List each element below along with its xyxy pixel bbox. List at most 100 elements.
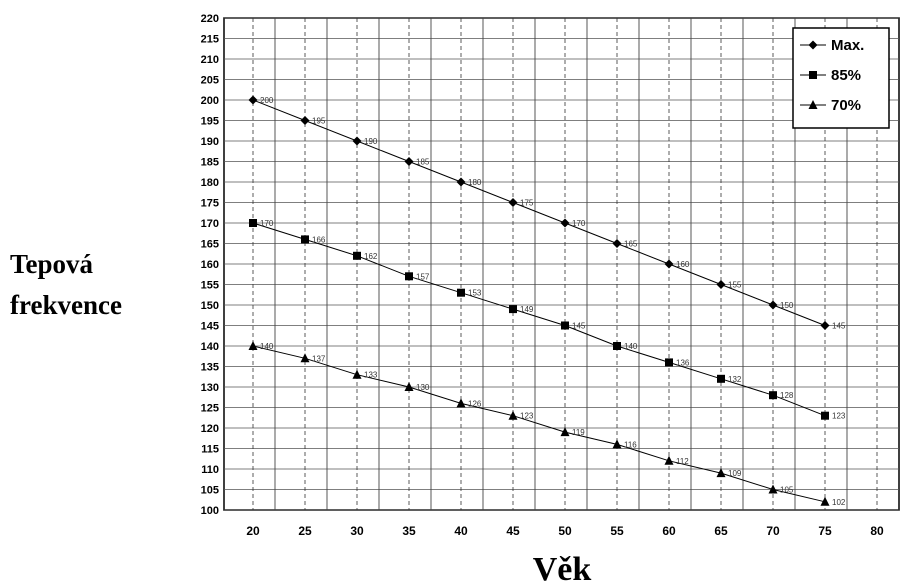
data-label: 140 xyxy=(624,342,638,351)
data-label: 157 xyxy=(416,272,430,281)
data-point xyxy=(664,455,674,465)
y-tick-label: 145 xyxy=(201,321,219,333)
legend-marker xyxy=(808,40,818,50)
data-label: 109 xyxy=(728,469,742,478)
data-point xyxy=(248,341,258,350)
data-label: 140 xyxy=(260,342,274,351)
y-tick-label: 190 xyxy=(201,136,219,148)
data-label: 132 xyxy=(728,375,742,384)
data-point xyxy=(301,235,309,244)
x-tick-label: 35 xyxy=(402,524,416,538)
y-tick-label: 130 xyxy=(201,382,219,394)
data-label: 153 xyxy=(468,289,482,298)
data-point xyxy=(352,136,362,146)
y-tick-label: 210 xyxy=(201,54,219,66)
y-tick-label: 160 xyxy=(201,259,219,271)
x-tick-label: 45 xyxy=(506,524,520,538)
legend-marker xyxy=(809,71,817,79)
y-tick-label: 120 xyxy=(201,423,219,435)
data-label: 116 xyxy=(624,440,637,449)
data-label: 162 xyxy=(364,252,378,261)
y-tick-label: 170 xyxy=(201,218,219,230)
series-layer: 2001951901851801751701651601551501451701… xyxy=(248,95,846,507)
data-point xyxy=(404,382,414,391)
data-label: 130 xyxy=(416,383,430,392)
data-point xyxy=(665,358,673,367)
data-label: 128 xyxy=(780,391,794,400)
x-tick-label: 55 xyxy=(610,524,624,538)
y-tick-label: 150 xyxy=(201,300,219,312)
data-label: 123 xyxy=(520,412,534,421)
data-label: 170 xyxy=(572,219,586,228)
data-label: 180 xyxy=(468,178,482,187)
data-point xyxy=(664,259,674,269)
series-line xyxy=(252,345,826,503)
data-label: 185 xyxy=(416,158,430,167)
x-tick-label: 60 xyxy=(662,524,676,538)
data-label: 126 xyxy=(468,399,482,408)
data-point xyxy=(612,239,622,248)
y-tick-label: 205 xyxy=(201,75,219,87)
data-label: 105 xyxy=(780,486,794,495)
data-label: 133 xyxy=(364,371,378,380)
data-point xyxy=(457,288,465,297)
y-tick-label: 175 xyxy=(201,198,219,210)
legend-label: 70% xyxy=(831,97,861,114)
data-label: 200 xyxy=(260,96,274,105)
data-label: 155 xyxy=(728,281,742,290)
data-point xyxy=(508,410,518,420)
x-tick-label: 30 xyxy=(350,524,364,538)
legend-marker xyxy=(808,100,818,109)
y-tick-labels: 100 105 110 115 120 125 130 135 140 145 150 155 160 1… xyxy=(201,13,219,517)
y-axis-label-line-2: frekvence xyxy=(10,290,122,320)
y-tick-label: 200 xyxy=(201,95,219,107)
y-tick-label: 115 xyxy=(201,444,219,456)
x-tick-label: 75 xyxy=(818,524,832,538)
data-point xyxy=(509,305,517,314)
series-line xyxy=(252,99,826,326)
legend: Max. 85% 70% xyxy=(792,27,890,129)
y-tick-label: 140 xyxy=(201,341,219,353)
series-line xyxy=(252,222,826,417)
data-label: 137 xyxy=(312,354,326,363)
data-label: 160 xyxy=(676,260,690,269)
data-point xyxy=(613,342,621,350)
data-point xyxy=(768,484,778,494)
data-point xyxy=(456,177,466,187)
y-tick-label: 220 xyxy=(201,13,219,25)
data-label: 102 xyxy=(832,498,846,507)
data-point xyxy=(249,219,257,227)
data-label: 145 xyxy=(572,322,586,331)
data-point xyxy=(716,468,726,478)
data-point xyxy=(716,280,726,289)
data-label: 170 xyxy=(260,219,274,228)
x-tick-label: 40 xyxy=(454,524,468,538)
x-tick-labels: 20 25 30 35 40 45 50 55 60 65 70 75 80 xyxy=(246,524,884,538)
data-label: 175 xyxy=(520,199,534,208)
data-point xyxy=(560,218,570,228)
data-label: 150 xyxy=(780,301,794,310)
legend-label: 85% xyxy=(831,67,861,84)
data-point xyxy=(561,321,569,330)
y-tick-label: 155 xyxy=(201,280,219,292)
grid xyxy=(223,17,900,511)
y-tick-label: 100 xyxy=(201,505,219,517)
y-tick-label: 185 xyxy=(201,157,219,169)
y-tick-label: 110 xyxy=(201,464,219,476)
data-point xyxy=(821,411,829,420)
data-label: 190 xyxy=(364,137,378,146)
data-point xyxy=(508,198,518,207)
data-point xyxy=(300,116,310,125)
data-point xyxy=(612,439,622,449)
data-point xyxy=(300,353,310,363)
y-tick-label: 180 xyxy=(201,177,219,189)
x-tick-label: 20 xyxy=(246,524,260,538)
data-label: 123 xyxy=(832,412,846,421)
x-tick-label: 80 xyxy=(870,524,884,538)
data-point xyxy=(405,272,413,281)
y-tick-label: 125 xyxy=(201,403,219,415)
data-label: 145 xyxy=(832,322,846,331)
data-point xyxy=(560,427,570,437)
y-tick-label: 195 xyxy=(201,116,219,128)
